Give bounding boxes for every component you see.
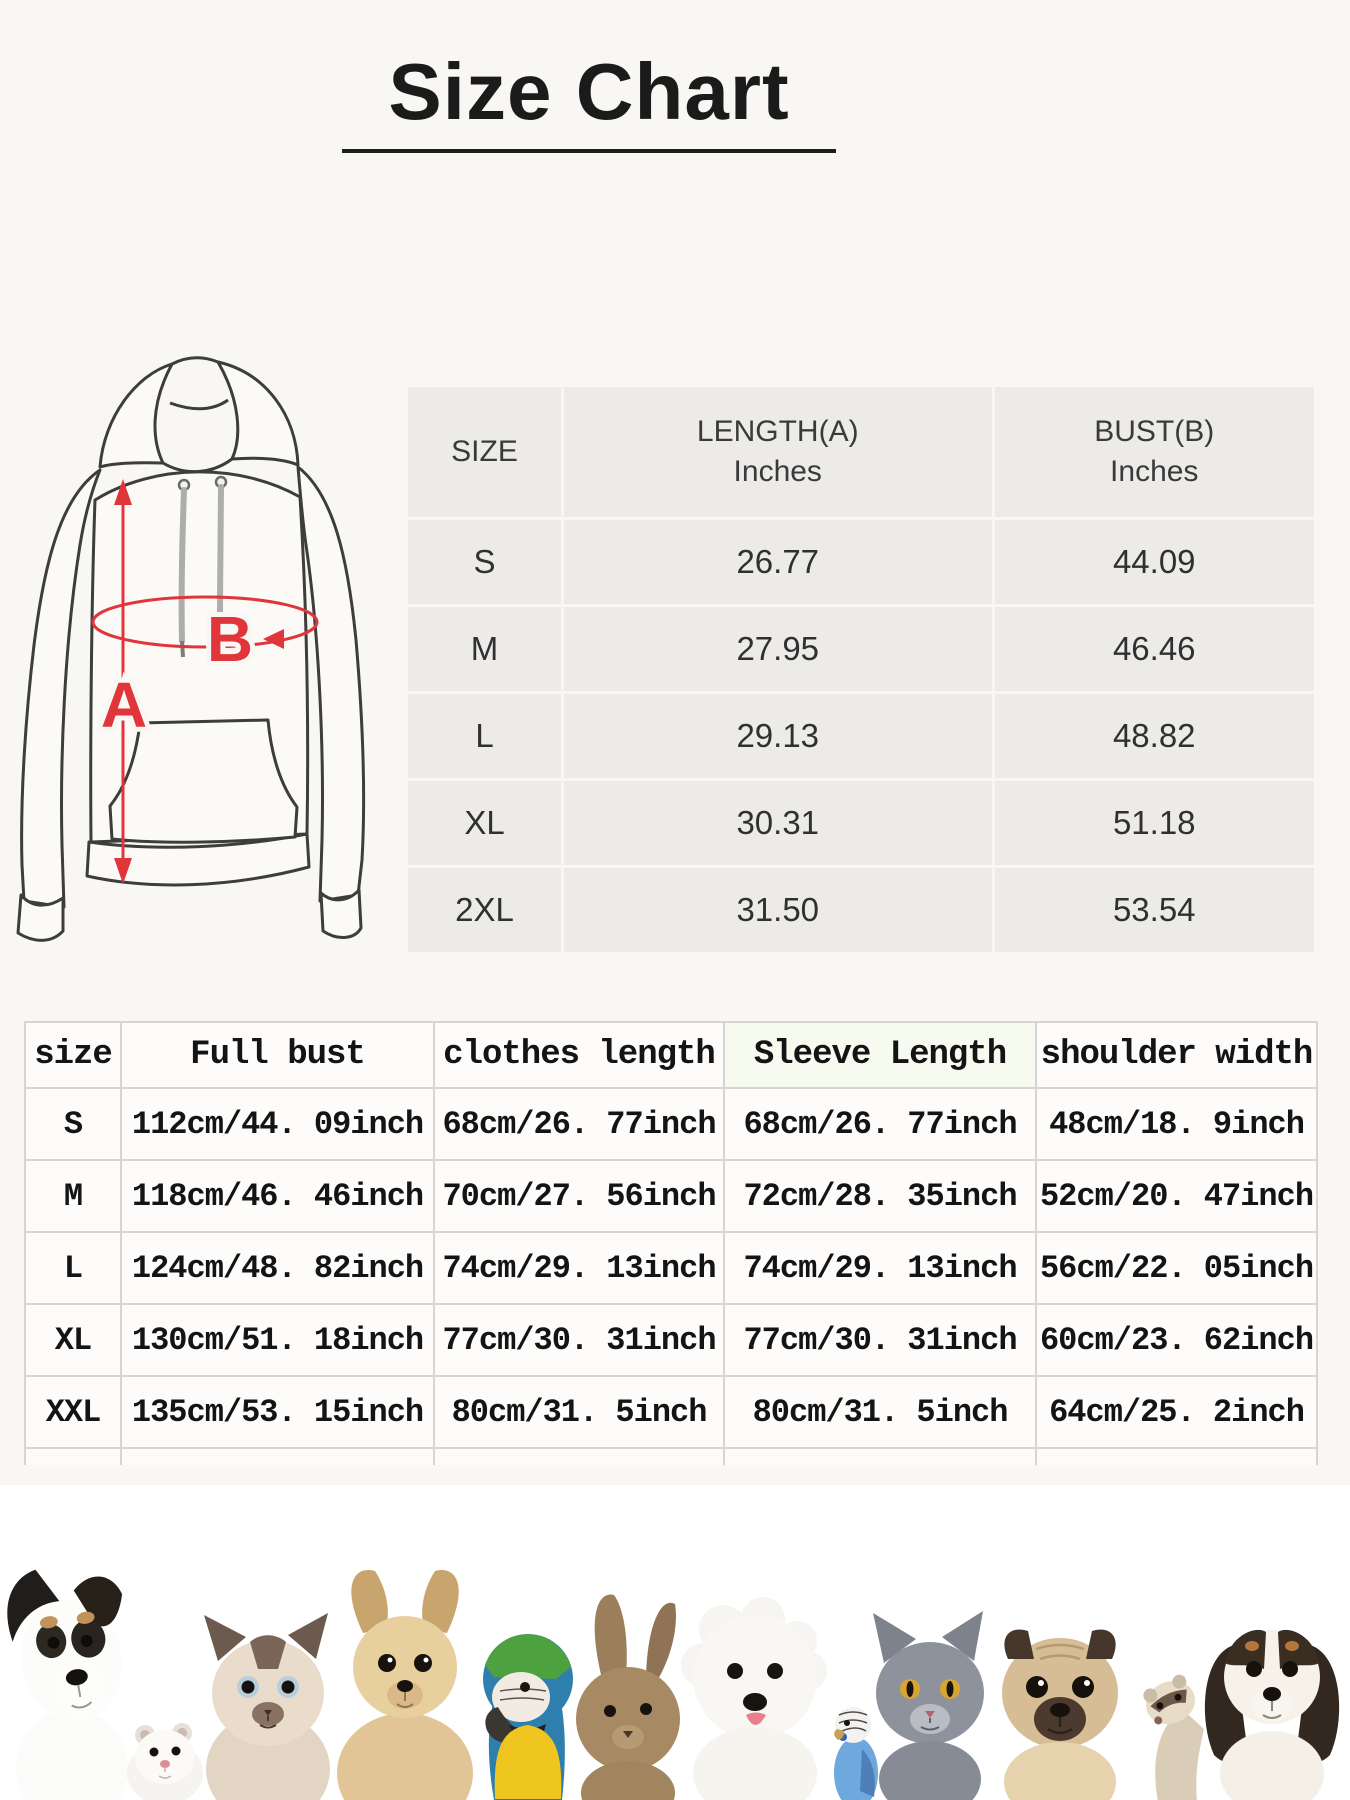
clothes-length-cell: 68cm/26. 77inch — [433, 1087, 725, 1161]
table-row: L 29.13 48.82 — [408, 694, 1314, 778]
shoulder-width-cell: 52cm/20. 47inch — [1035, 1159, 1318, 1233]
col-header-size: SIZE — [408, 387, 561, 517]
size-cell: S — [24, 1087, 122, 1161]
shoulder-width-cell: 56cm/22. 05inch — [1035, 1231, 1318, 1305]
pet-ferret — [1143, 1674, 1204, 1800]
table-row: XL 130cm/51. 18inch 77cm/30. 31inch 77cm… — [24, 1303, 1318, 1377]
cm-size-table: size Full bust clothes length Sleeve Len… — [24, 1021, 1318, 1465]
table-row: XL 30.31 51.18 — [408, 781, 1314, 865]
bust-cell: 48.82 — [994, 694, 1314, 778]
full-bust-cell: 124cm/48. 82inch — [120, 1231, 435, 1305]
pet-chihuahua — [337, 1570, 473, 1800]
pet-ragdoll-cat — [204, 1613, 330, 1800]
hoodie-left-cuff — [16, 893, 65, 942]
full-bust-cell: 130cm/51. 18inch — [120, 1303, 435, 1377]
table-row: M 118cm/46. 46inch 70cm/27. 56inch 72cm/… — [24, 1159, 1318, 1233]
full-bust-cell: 112cm/44. 09inch — [120, 1087, 435, 1161]
size-cell: XXL — [24, 1375, 122, 1449]
hoodie-right-sleeve — [296, 465, 366, 903]
table-row: L 124cm/48. 82inch 74cm/29. 13inch 74cm/… — [24, 1231, 1318, 1305]
measurement-annotations: A B — [91, 479, 319, 884]
page-title: Size Chart — [388, 47, 790, 136]
inches-size-table: SIZE LENGTH(A) Inches BUST(B) Inches S 26.… — [405, 384, 1317, 955]
col-header-full-bust: Full bust — [120, 1021, 435, 1089]
bust-cell: 51.18 — [994, 781, 1314, 865]
hoodie-measurement-diagram: A B — [16, 356, 366, 942]
bust-measure-ellipse — [91, 595, 319, 649]
sleeve-length-cell: 80cm/31. 5inch — [723, 1375, 1037, 1449]
table-row: M 27.95 46.46 — [408, 607, 1314, 691]
table-row-stub — [24, 1447, 1318, 1465]
pet-grey-cat — [873, 1611, 984, 1800]
hoodie-hood-right — [216, 360, 300, 467]
sleeve-length-cell: 74cm/29. 13inch — [723, 1231, 1037, 1305]
length-label-a: A — [101, 669, 147, 741]
bust-arrowhead — [263, 629, 284, 649]
bust-cell: 53.54 — [994, 868, 1314, 952]
size-cell: XL — [408, 781, 561, 865]
title-underline — [342, 149, 836, 153]
pet-rabbit — [576, 1594, 680, 1800]
col-header-shoulder-width: shoulder width — [1035, 1021, 1318, 1089]
pet-white-hamster — [127, 1723, 203, 1800]
size-cell: XL — [24, 1303, 122, 1377]
size-cell: 2XL — [408, 868, 561, 952]
hoodie-left-sleeve — [20, 468, 102, 909]
pet-white-fluffy-dog — [681, 1597, 827, 1800]
sleeve-length-cell: 77cm/30. 31inch — [723, 1303, 1037, 1377]
hoodie-right-cuff — [319, 888, 363, 939]
hoodie-hem — [85, 832, 311, 887]
table-row: XXL 135cm/53. 15inch 80cm/31. 5inch 80cm… — [24, 1375, 1318, 1449]
length-cell: 31.50 — [564, 868, 992, 952]
shoulder-width-cell: 60cm/23. 62inch — [1035, 1303, 1318, 1377]
pet-cavalier-spaniel — [1204, 1629, 1340, 1800]
pet-jack-russell-terrier — [7, 1569, 128, 1800]
pet-pug — [1002, 1629, 1118, 1800]
length-cell: 26.77 — [564, 520, 992, 604]
col-header-size2: size — [24, 1021, 122, 1089]
full-bust-cell: 118cm/46. 46inch — [120, 1159, 435, 1233]
col-header-sleeve-length: Sleeve Length — [723, 1021, 1037, 1089]
size-cell: L — [408, 694, 561, 778]
col-header-clothes-length: clothes length — [433, 1021, 725, 1089]
table-row: S 112cm/44. 09inch 68cm/26. 77inch 68cm/… — [24, 1087, 1318, 1161]
pet-macaw-parrot — [483, 1634, 573, 1800]
clothes-length-cell: 77cm/30. 31inch — [433, 1303, 725, 1377]
table-row: S 26.77 44.09 — [408, 520, 1314, 604]
table-row: 2XL 31.50 53.54 — [408, 868, 1314, 952]
sleeve-length-cell: 68cm/26. 77inch — [723, 1087, 1037, 1161]
shoulder-width-cell: 64cm/25. 2inch — [1035, 1375, 1318, 1449]
length-cell: 29.13 — [564, 694, 992, 778]
size-cell: L — [24, 1231, 122, 1305]
size-cell: M — [408, 607, 561, 691]
bust-cell: 44.09 — [994, 520, 1314, 604]
length-cell: 30.31 — [564, 781, 992, 865]
full-bust-cell: 135cm/53. 15inch — [120, 1375, 435, 1449]
size-cell: S — [408, 520, 561, 604]
clothes-length-cell: 74cm/29. 13inch — [433, 1231, 725, 1305]
col-header-length: LENGTH(A) Inches — [564, 387, 992, 517]
shoulder-width-cell: 48cm/18. 9inch — [1035, 1087, 1318, 1161]
pets-photo-strip — [7, 1569, 1340, 1800]
size-cell: M — [24, 1159, 122, 1233]
hoodie-hood-left — [98, 362, 174, 469]
pet-budgie — [834, 1707, 878, 1800]
hoodie-drawstrings — [177, 475, 228, 658]
col-header-bust: BUST(B) Inches — [994, 387, 1314, 517]
hoodie-pocket — [108, 718, 299, 844]
length-cell: 27.95 — [564, 607, 992, 691]
bust-cell: 46.46 — [994, 607, 1314, 691]
clothes-length-cell: 70cm/27. 56inch — [433, 1159, 725, 1233]
sleeve-length-cell: 72cm/28. 35inch — [723, 1159, 1037, 1233]
clothes-length-cell: 80cm/31. 5inch — [433, 1375, 725, 1449]
bust-label-b: B — [207, 603, 253, 675]
